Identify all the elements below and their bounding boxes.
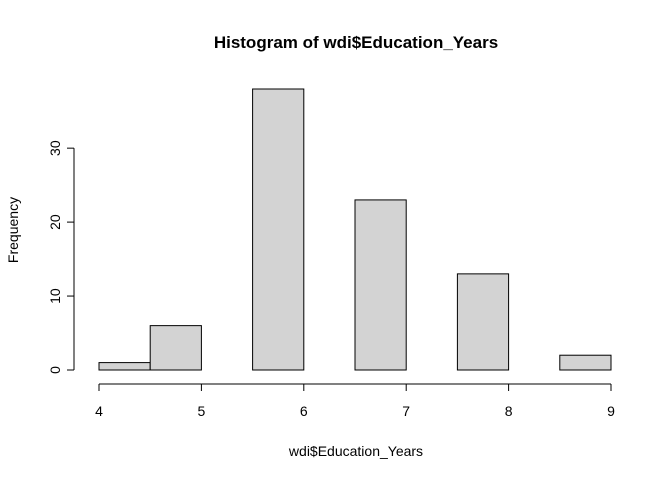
x-tick-label: 7 bbox=[402, 403, 410, 419]
chart-title: Histogram of wdi$Education_Years bbox=[214, 33, 498, 52]
x-tick-label: 4 bbox=[95, 403, 103, 419]
y-axis: 0 10 20 30 bbox=[47, 140, 75, 374]
x-tick-label: 8 bbox=[505, 403, 513, 419]
y-tick-label: 0 bbox=[47, 366, 63, 374]
x-tick-label: 6 bbox=[300, 403, 308, 419]
y-tick-label: 30 bbox=[47, 140, 63, 156]
histogram-bar-3 bbox=[252, 88, 305, 371]
y-tick-label: 20 bbox=[47, 214, 63, 230]
bars-group bbox=[98, 88, 612, 371]
histogram-bar-7 bbox=[456, 273, 510, 371]
histogram-bar-0 bbox=[98, 362, 151, 371]
histogram-bar-9 bbox=[559, 354, 612, 371]
histogram-bar-1 bbox=[149, 325, 202, 371]
x-axis: 4 5 6 7 8 9 bbox=[95, 383, 615, 419]
y-axis-label: Frequency bbox=[5, 197, 21, 263]
x-tick-label: 5 bbox=[198, 403, 206, 419]
x-axis-label: wdi$Education_Years bbox=[288, 443, 423, 459]
x-tick-label: 9 bbox=[607, 403, 615, 419]
y-tick-label: 10 bbox=[47, 288, 63, 304]
histogram-bar-5 bbox=[354, 199, 407, 371]
